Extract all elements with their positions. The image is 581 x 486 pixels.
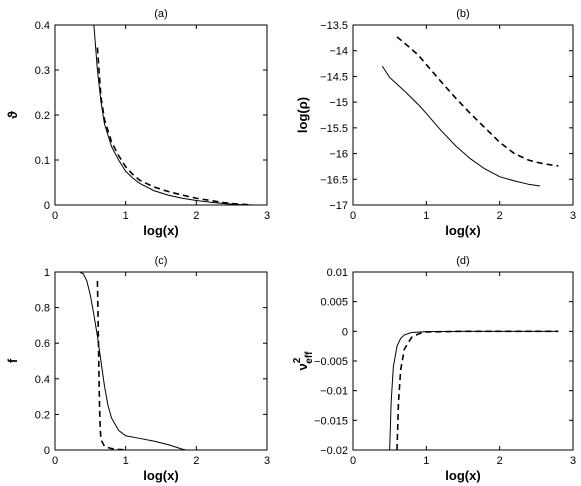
x-tick-label: 2 [193, 210, 199, 222]
series-solid-line [79, 272, 186, 450]
series-dashed-line [396, 36, 559, 167]
x-tick-label: 1 [123, 210, 129, 222]
y-tick-label: −15 [329, 97, 348, 109]
y-axis-label: f [5, 358, 20, 363]
x-tick-label: 1 [423, 455, 429, 467]
y-tick-label: −13.5 [320, 20, 348, 32]
y-tick-label: −0.015 [314, 415, 348, 427]
y-tick-label: −16 [329, 149, 348, 161]
panel-title: (b) [456, 8, 469, 20]
x-axis-label: log(x) [445, 468, 480, 483]
x-tick-label: 3 [570, 210, 576, 222]
panel-a: (a) 0 1 2 3 0 0.1 0.2 0.3 0.4 log(x) ϑ [5, 8, 270, 238]
x-tick-label: 0 [350, 210, 356, 222]
x-tick-label: 2 [193, 455, 199, 467]
series-solid-line [93, 25, 253, 205]
plot-frame [54, 24, 268, 206]
panel-b: (b) 0 1 2 3 −17 −16.5 −16 −15.5 −15 −14.5 −14 −13.5 l… [295, 8, 576, 238]
series-solid-line [381, 65, 541, 187]
x-tick-label: 3 [570, 455, 576, 467]
plot-frame [352, 271, 574, 451]
x-tick-label: 2 [497, 210, 503, 222]
y-tick-label: −15.5 [320, 123, 348, 135]
y-tick-label: −14 [329, 46, 348, 58]
panel-title: (a) [154, 8, 167, 20]
plot-frame [352, 24, 574, 206]
y-tick-label: −16.5 [320, 174, 348, 186]
panel-title: (c) [155, 255, 168, 267]
x-axis-label: log(x) [143, 223, 178, 238]
y-tick-label: −0.005 [314, 356, 348, 368]
series-dashed-line [96, 280, 126, 450]
series-dashed-line [396, 330, 559, 450]
y-tick-label: 0.4 [35, 20, 50, 32]
y-tick-label: 0 [44, 445, 50, 457]
x-tick-label: 0 [350, 455, 356, 467]
panel-d: (d) 0 1 2 3 −0.02 −0.015 −0.01 −0.005 0 0.005 0.01 l… [292, 255, 576, 483]
x-tick-label: 2 [497, 455, 503, 467]
y-tick-label: 0.01 [327, 267, 348, 279]
y-tick-label: −14.5 [320, 71, 348, 83]
x-tick-label: 0 [52, 210, 58, 222]
x-tick-label: 3 [264, 455, 270, 467]
y-axis-label: log(ρ) [295, 97, 310, 133]
y-tick-label: 0.2 [35, 409, 50, 421]
y-tick-label: 0.005 [320, 297, 348, 309]
x-axis-label: log(x) [143, 468, 178, 483]
y-tick-label: 1 [44, 267, 50, 279]
y-tick-label: 0.6 [35, 338, 50, 350]
y-tick-label: 0.3 [35, 65, 50, 77]
x-tick-label: 0 [52, 455, 58, 467]
panel-title: (d) [456, 255, 469, 267]
series-solid-line [389, 330, 559, 450]
y-tick-label: −0.01 [320, 386, 348, 398]
x-tick-label: 1 [123, 455, 129, 467]
panel-c: (c) 0 1 2 3 0 0.2 0.4 0.6 0.8 1 log(x) f [5, 255, 270, 483]
x-axis-label: log(x) [445, 223, 480, 238]
y-axis-label: ν2eff [292, 351, 315, 371]
y-tick-label: 0.8 [35, 303, 50, 315]
x-tick-label: 1 [423, 210, 429, 222]
y-tick-label: −0.02 [320, 445, 348, 457]
series-dashed-line [96, 47, 253, 205]
y-tick-label: 0.4 [35, 374, 50, 386]
y-tick-label: 0.2 [35, 110, 50, 122]
plot-frame [54, 271, 268, 451]
x-tick-label: 3 [264, 210, 270, 222]
y-axis-label: ϑ [5, 111, 20, 119]
y-tick-label: 0 [44, 200, 50, 212]
y-tick-label: 0.1 [35, 155, 50, 167]
y-tick-label: 0 [342, 326, 348, 338]
y-tick-label: −17 [329, 200, 348, 212]
